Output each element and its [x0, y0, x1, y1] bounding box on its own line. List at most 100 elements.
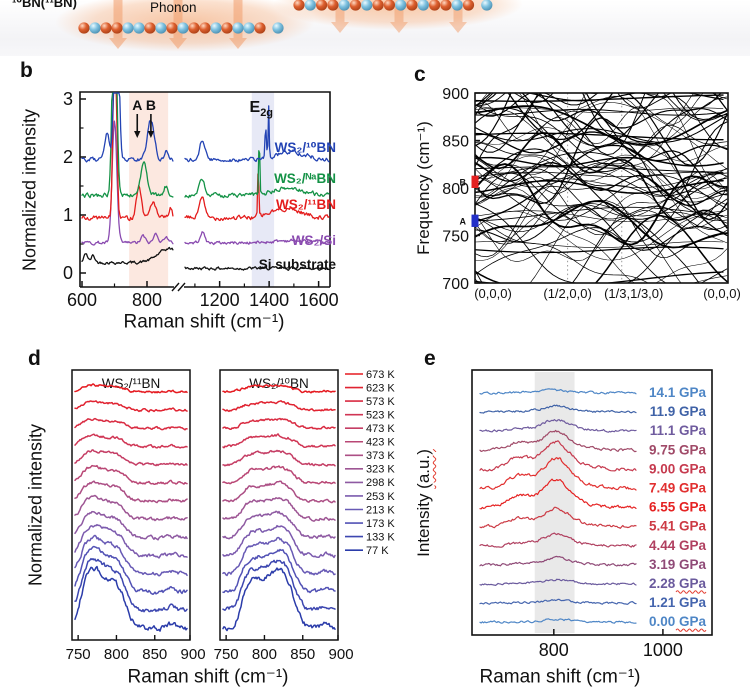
pressure-label: 9.75 GPa: [649, 442, 707, 457]
nitrogen-atom: [451, 0, 463, 11]
phonon-arrow-shaft: [233, 0, 243, 38]
mode-marker: [471, 175, 479, 188]
x-tick-label: 750: [66, 646, 91, 663]
panel-d-ylabel: Normalized intensity: [25, 423, 46, 587]
spectrum-curve: [184, 266, 330, 271]
nitrogen-atom: [243, 22, 255, 34]
legend-label: 253 K: [366, 491, 395, 503]
phonon-band: [475, 198, 728, 283]
pressure-spectrum-curve: [479, 440, 637, 472]
pressure-spectrum-curve: [479, 478, 637, 510]
temperature-spectrum-curve: [74, 510, 188, 541]
temperature-spectrum-curve: [222, 480, 336, 504]
legend-label: 323 K: [366, 464, 395, 476]
phonon-arrow-shaft: [453, 4, 463, 22]
legend-label: 523 K: [366, 409, 395, 421]
pressure-label: 11.1 GPa: [650, 423, 707, 438]
phonon-band: [475, 93, 728, 153]
temperature-spectrum-curve: [74, 464, 188, 485]
highlight-band: [129, 92, 169, 287]
temperature-spectrum-curve: [222, 433, 336, 449]
boron-atom: [372, 0, 384, 11]
phonon-band: [475, 127, 728, 162]
nitrogen-atom: [122, 22, 134, 34]
y-tick-label: 0: [63, 263, 73, 283]
phonon-band: [475, 217, 700, 283]
panel-label-d: d: [28, 347, 41, 370]
raman-spectra-plot: 0 1 2 3 600 800 1200 1400 1600 A B E2g WS₂/¹⁰BN WS₂/ᴺ…: [63, 89, 339, 310]
series-label: WS₂/ᴺᵃBN: [274, 171, 336, 186]
temperature-spectrum-curve: [74, 433, 188, 449]
phonon-band: [475, 93, 728, 166]
phonon-arrow-shaft: [394, 4, 404, 22]
series-label: WS₂/Si: [292, 233, 336, 248]
temperature-spectrum-curve: [222, 497, 336, 522]
phonon-band: [475, 132, 724, 141]
pressure-spectrum-curve: [479, 429, 637, 453]
x-tick-label: 800: [132, 290, 162, 310]
pressure-label: 0.00 GPa: [649, 614, 707, 629]
boron-atom: [349, 0, 362, 11]
spellcheck-squiggle: [675, 590, 707, 594]
temperature-spectrum-curve: [222, 384, 336, 394]
temperature-spectrum-curve: [222, 536, 336, 577]
pressure-spectrum-curve: [479, 578, 637, 586]
kpoint-label: (1/2,0,0): [543, 286, 591, 301]
pressure-spectrum-curve: [479, 618, 637, 624]
pressure-label: 2.28 GPa: [649, 576, 707, 591]
legend-label: 373 K: [366, 450, 395, 462]
nitrogen-atom: [304, 0, 316, 11]
phonon-band: [475, 168, 728, 205]
spectrum-curve: [81, 92, 174, 222]
annotation-arrowhead: [147, 131, 155, 138]
spectrum-curve: [81, 92, 174, 163]
phonon-band: [475, 162, 728, 245]
panel-e-ylabel-unit: (a.u.): [414, 449, 433, 489]
pressure-label: 7.49 GPa: [649, 481, 707, 496]
legend-label: 673 K: [366, 369, 395, 381]
mode-marker-label: A: [460, 216, 467, 226]
pressure-label: 11.9 GPa: [650, 404, 707, 419]
pressure-spectrum-curve: [479, 404, 637, 414]
temperature-spectrum-curve: [222, 548, 336, 594]
plot-frame: [219, 369, 339, 641]
spectrum-curve: [184, 105, 330, 163]
phonon-band: [475, 193, 728, 222]
subpanel-title: WS₂/¹¹BN: [102, 376, 160, 391]
legend-label: 133 K: [366, 531, 395, 543]
pressure-spectrum-curve: [479, 598, 637, 605]
phonon-arrow-shaft: [113, 0, 123, 38]
pressure-spectrum-curve: [479, 532, 637, 548]
subpanel-title: WS₂/¹⁰BN: [249, 376, 308, 391]
x-tick-label: 800: [252, 646, 277, 663]
spectrum-curve: [184, 231, 330, 246]
phonon-arrow-head: [229, 38, 247, 49]
phonon-band: [475, 93, 728, 122]
nitrogen-atom: [177, 22, 189, 34]
panel-label-c: c: [414, 63, 426, 86]
y-tick-label: 1: [63, 205, 73, 225]
temperature-spectrum-curve: [222, 465, 336, 485]
x-tick-label: 1400: [249, 290, 289, 310]
nitrogen-atom: [481, 0, 493, 11]
panel-b-xlabel: Raman shift (cm⁻¹): [123, 311, 285, 333]
boron-atom: [100, 22, 112, 34]
phonon-arrow: [229, 0, 247, 49]
x-tick-label: 850: [142, 646, 167, 663]
mode-marker: [471, 214, 479, 227]
temperature-spectrum-curve: [74, 417, 188, 431]
panel-label-e: e: [424, 347, 436, 370]
x-tick-label: 800: [539, 640, 569, 660]
phonon-band: [507, 93, 728, 141]
phonon-band: [475, 107, 724, 113]
temperature-raman-plot: WS₂/¹¹BN 750 800 850 900 WS₂/¹⁰BN 750 800 850 900…: [66, 369, 396, 663]
phonon-band: [475, 93, 728, 149]
panel-d-xlabel: Raman shift (cm⁻¹): [127, 666, 289, 688]
phonon-band: [475, 154, 728, 261]
temperature-spectrum-curve: [222, 567, 336, 632]
panel-e-xlabel: Raman shift (cm⁻¹): [479, 666, 641, 688]
boron-atom: [429, 0, 441, 11]
legend-label: 173 K: [366, 518, 395, 530]
phonon-band: [475, 93, 704, 145]
